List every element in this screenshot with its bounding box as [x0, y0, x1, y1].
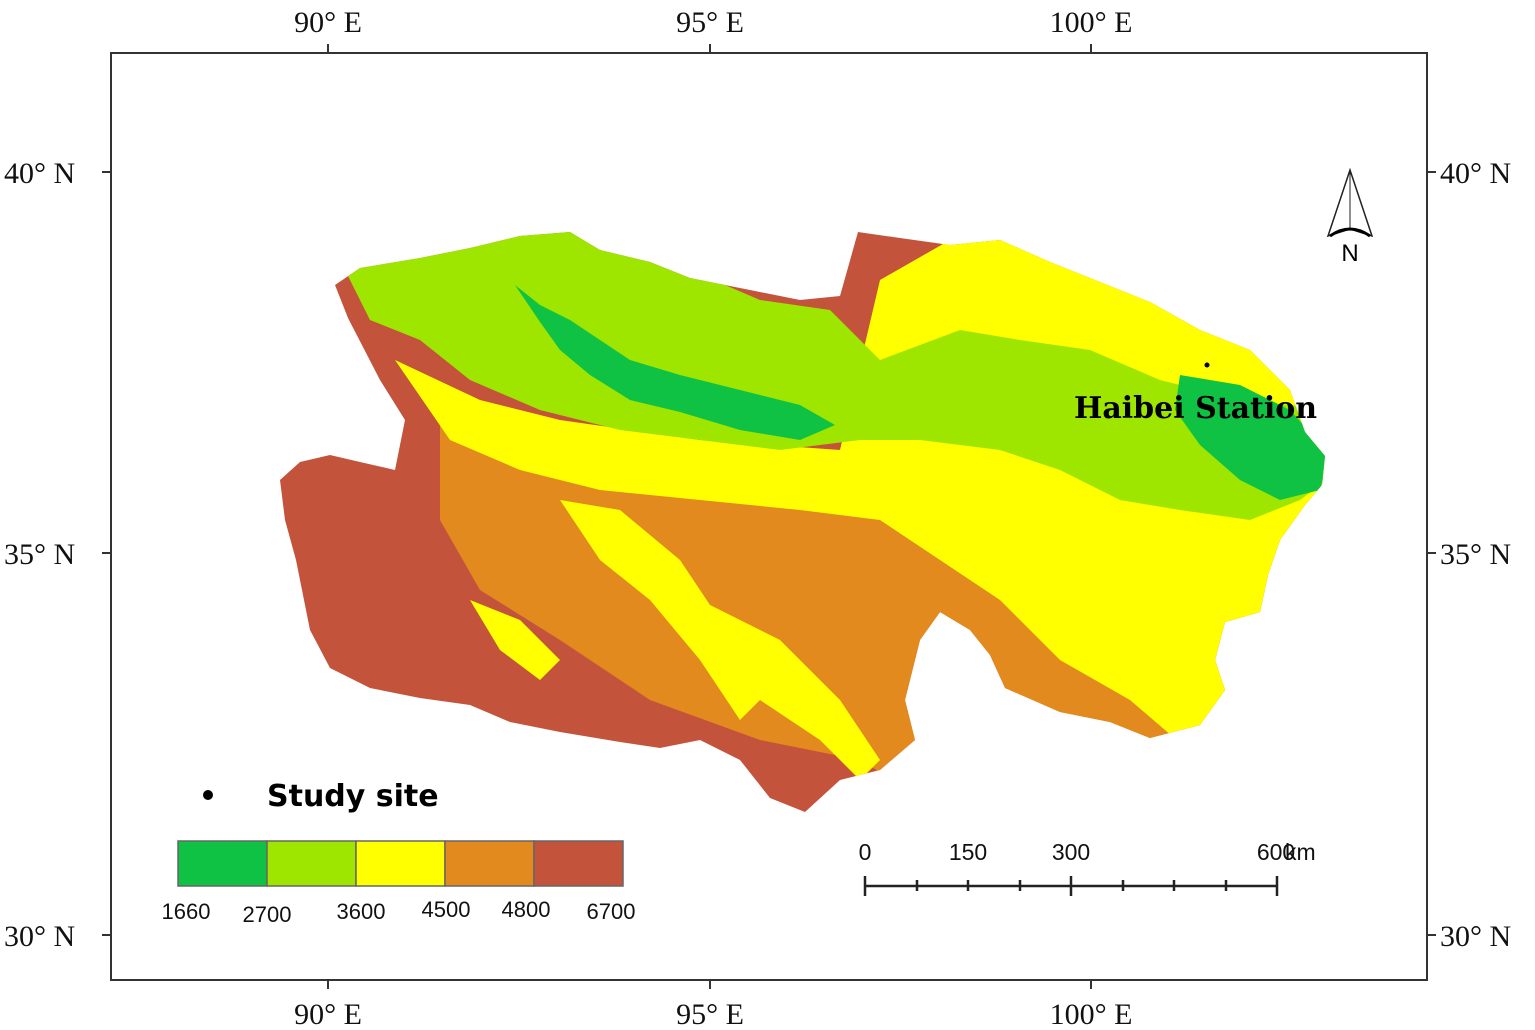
legend-swatch-4 — [444, 840, 535, 887]
lat-label-left-35: 35° N — [4, 538, 75, 571]
lon-label-bottom-90: 90° E — [294, 998, 362, 1030]
haibei-station-label: Haibei Station — [1074, 391, 1317, 426]
north-arrow: N — [1326, 167, 1374, 267]
legend-break-1660: 1660 — [162, 899, 211, 924]
scale-label-150: 150 — [949, 839, 987, 865]
scale-unit: km — [1285, 839, 1316, 865]
scale-label-300: 300 — [1052, 839, 1090, 865]
frame-ticks — [102, 44, 1436, 989]
study-site-legend-label: Study site — [267, 779, 439, 814]
legend-break-3600: 3600 — [337, 899, 386, 924]
lon-label-top-90: 90° E — [294, 6, 362, 39]
lat-label-right-40: 40° N — [1440, 157, 1511, 190]
legend-swatch-5 — [533, 840, 624, 887]
lon-label-bottom-95: 95° E — [676, 998, 744, 1030]
scale-bar: 0 150 300 600 km — [859, 839, 1316, 896]
elevation-legend: 1660 2700 3600 4500 4800 6700 — [162, 840, 636, 927]
legend-break-4800: 4800 — [502, 897, 551, 922]
haibei-station-point — [1204, 362, 1210, 368]
elevation-class-2-area — [330, 232, 1325, 520]
study-site-symbol-icon — [203, 790, 213, 800]
legend-break-6700: 6700 — [587, 899, 636, 924]
lat-label-left-30: 30° N — [4, 920, 75, 953]
elevation-class-1-area — [515, 285, 1325, 500]
scale-label-0: 0 — [859, 839, 872, 865]
legend-swatch-3 — [355, 840, 446, 887]
legend-swatch-1 — [177, 840, 268, 887]
legend-break-2700: 2700 — [243, 902, 292, 927]
lat-label-right-30: 30° N — [1440, 920, 1511, 953]
elevation-raster — [280, 232, 1325, 812]
legend-break-4500: 4500 — [422, 897, 471, 922]
lon-label-top-95: 95° E — [676, 6, 744, 39]
lon-label-top-100: 100° E — [1050, 6, 1133, 39]
north-arrow-label: N — [1341, 240, 1358, 267]
scale-label-600: 600 — [1257, 839, 1295, 865]
lat-label-left-40: 40° N — [4, 157, 75, 190]
elevation-class-3-streaks — [470, 500, 880, 780]
lat-label-right-35: 35° N — [1440, 538, 1511, 571]
legend-swatch-2 — [266, 840, 357, 887]
lon-label-bottom-100: 100° E — [1050, 998, 1133, 1030]
